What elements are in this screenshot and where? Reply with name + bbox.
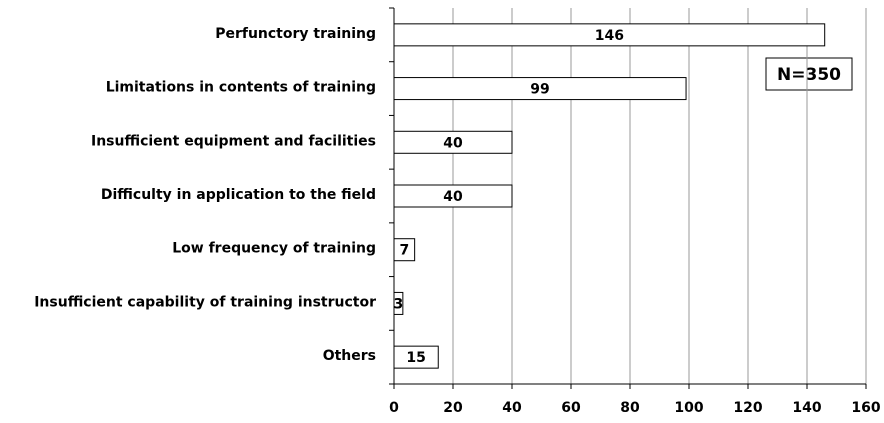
bar-label: 146 [595,28,624,44]
x-tick-label: 100 [674,400,703,416]
y-tick-label: Difficulty in application to the field [101,187,376,203]
bar [393,345,439,369]
y-tick-label: Perfunctory training [215,26,376,42]
annotation: N=350 [777,65,841,85]
bar-label: 3 [394,296,404,312]
y-tick-label: Insufficient capability of training inst… [34,294,376,310]
bar-label: 15 [406,350,425,366]
bar-label: 40 [443,189,463,205]
x-tick-label: 0 [389,400,399,416]
y-tick-label: Others [323,348,376,364]
y-tick-label: Insufficient equipment and facilities [91,133,376,149]
bar [393,184,513,208]
y-tick-label: Low frequency of training [172,241,376,257]
x-tick-label: 60 [561,400,581,416]
x-tick-label: 80 [620,400,640,416]
x-tick-label: 40 [502,400,522,416]
y-tick-label: Limitations in contents of training [106,80,376,96]
bar [393,238,416,262]
bar-label: 99 [530,82,549,98]
x-tick-label: 20 [443,400,463,416]
bar [393,77,687,101]
bar-label: 40 [443,135,463,151]
x-tick-label: 120 [733,400,762,416]
x-tick-label: 160 [851,400,880,416]
x-tick-label: 140 [792,400,821,416]
bar-label: 7 [399,243,409,259]
bar [393,291,404,315]
bar [393,23,826,47]
annotation-box [765,57,853,91]
bar [393,130,513,154]
